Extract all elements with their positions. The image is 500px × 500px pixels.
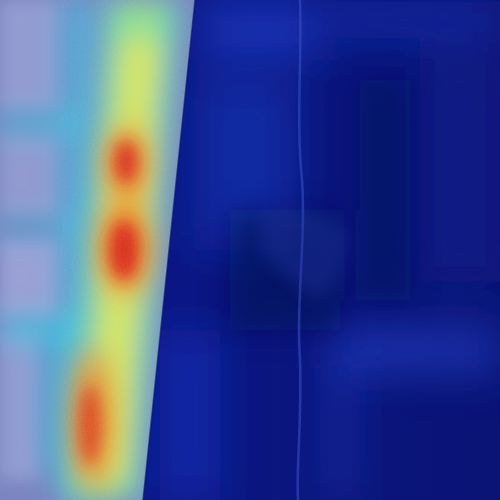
heatmap-canvas (0, 0, 500, 500)
right-panel (143, 0, 500, 500)
heatmap-image (0, 0, 500, 500)
